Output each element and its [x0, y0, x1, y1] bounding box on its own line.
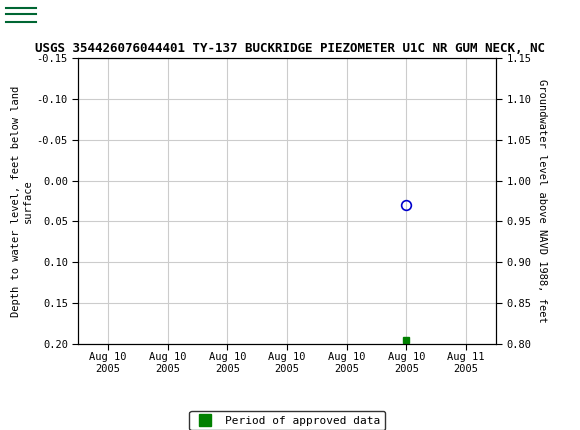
Text: USGS 354426076044401 TY-137 BUCKRIDGE PIEZOMETER U1C NR GUM NECK, NC: USGS 354426076044401 TY-137 BUCKRIDGE PI… — [35, 42, 545, 55]
Y-axis label: Groundwater level above NAVD 1988, feet: Groundwater level above NAVD 1988, feet — [537, 79, 547, 323]
Legend: Period of approved data: Period of approved data — [190, 411, 385, 430]
Y-axis label: Depth to water level, feet below land
surface: Depth to water level, feet below land su… — [11, 86, 32, 316]
Text: USGS: USGS — [39, 6, 95, 25]
Bar — [6, 3, 36, 28]
